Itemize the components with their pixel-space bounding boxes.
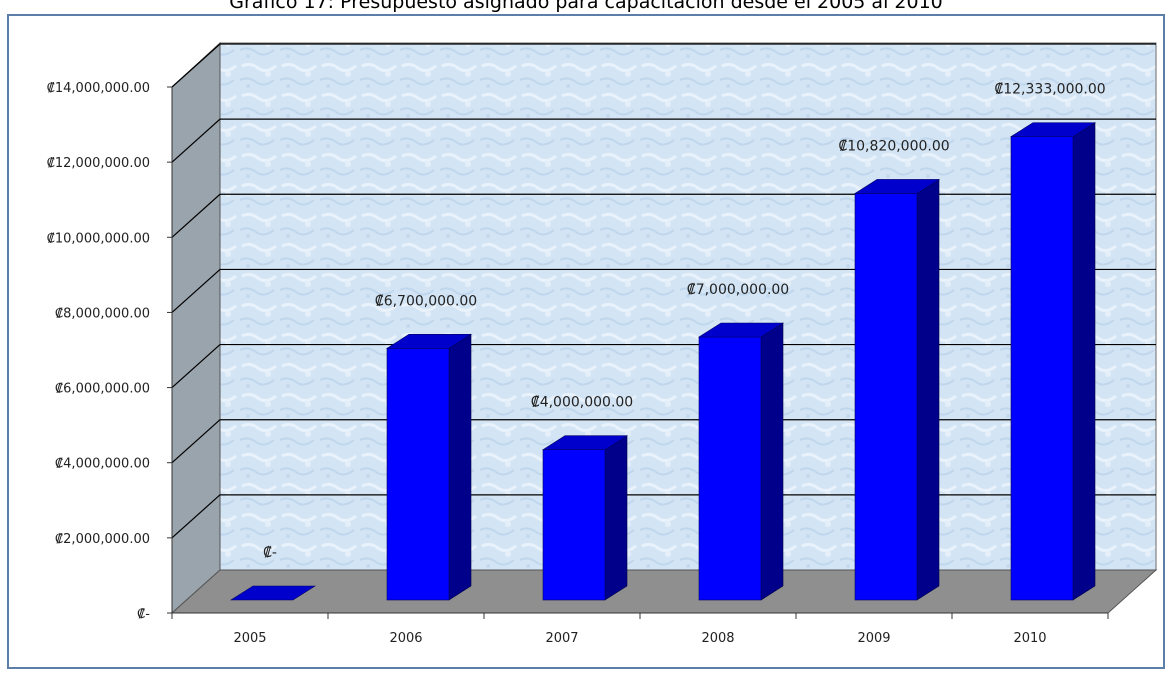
bar-side — [604, 435, 628, 601]
bar-side — [916, 178, 940, 601]
data-label: ₡10,820,000.00 — [838, 138, 949, 154]
gridline — [171, 118, 1156, 163]
x-tick-label: 2008 — [701, 631, 734, 646]
bar — [229, 585, 317, 601]
gridline — [171, 268, 1156, 313]
bar-top — [853, 179, 941, 194]
bar-front — [854, 193, 918, 601]
y-tick-label: ₡- — [137, 607, 150, 622]
bar-side — [448, 333, 472, 601]
x-tick-label: 2005 — [233, 631, 266, 646]
data-label: ₡7,000,000.00 — [687, 282, 789, 298]
y-tick-label: ₡2,000,000.00 — [55, 532, 150, 547]
gridline — [171, 193, 1156, 238]
bar — [541, 435, 629, 601]
bar-top — [1009, 122, 1097, 137]
chart-back-wall — [219, 42, 1157, 571]
bar-top — [385, 333, 473, 349]
data-label: ₡6,700,000.00 — [375, 293, 477, 309]
bar-front — [542, 449, 606, 601]
axes: ₡- ₡2,000,000.00 ₡4,000,000.00 ₡6,000,000.0… — [47, 81, 1109, 646]
bar-front — [698, 336, 762, 601]
data-label: ₡12,333,000.00 — [994, 82, 1105, 98]
bar-side — [1072, 122, 1096, 601]
bar — [1009, 122, 1097, 601]
bars — [229, 122, 1097, 601]
data-labels: ₡- ₡6,700,000.00 ₡4,000,000.00 ₡7,000,000.0… — [263, 82, 1106, 561]
y-tick-label: ₡8,000,000.00 — [55, 306, 150, 321]
bar-front — [1010, 136, 1074, 601]
bar — [385, 333, 473, 601]
bar — [853, 178, 941, 601]
bar-front — [386, 347, 450, 601]
bar-side — [760, 322, 784, 601]
x-tick-label: 2009 — [857, 631, 890, 646]
x-tick-label: 2010 — [1013, 631, 1046, 646]
chart-back-wall-layer — [171, 41, 1157, 615]
chart-title: Gráfico 17: Presupuesto asignado para ca… — [229, 0, 943, 13]
y-tick-label: ₡12,000,000.00 — [47, 156, 150, 171]
y-tick-label: ₡6,000,000.00 — [55, 382, 150, 397]
data-label: ₡4,000,000.00 — [531, 395, 633, 411]
y-tick-label: ₡10,000,000.00 — [47, 231, 150, 246]
bar-top — [697, 322, 785, 338]
x-tick-label: 2007 — [545, 631, 578, 646]
chart-floor — [170, 569, 1158, 614]
chart-side-wall — [171, 41, 221, 615]
gridlines — [171, 43, 1156, 539]
gridline — [171, 343, 1156, 389]
y-tick-label: ₡4,000,000.00 — [55, 457, 150, 472]
bar-top — [229, 585, 317, 601]
x-tick-label: 2006 — [389, 631, 422, 646]
gridline — [171, 419, 1156, 464]
chart-floor-layer — [170, 569, 1158, 614]
data-label: ₡- — [263, 545, 277, 561]
bar — [697, 322, 785, 601]
y-tick-label: ₡14,000,000.00 — [47, 81, 150, 96]
gridline — [171, 43, 1156, 88]
bar-top — [541, 435, 629, 451]
gridline — [171, 494, 1156, 539]
